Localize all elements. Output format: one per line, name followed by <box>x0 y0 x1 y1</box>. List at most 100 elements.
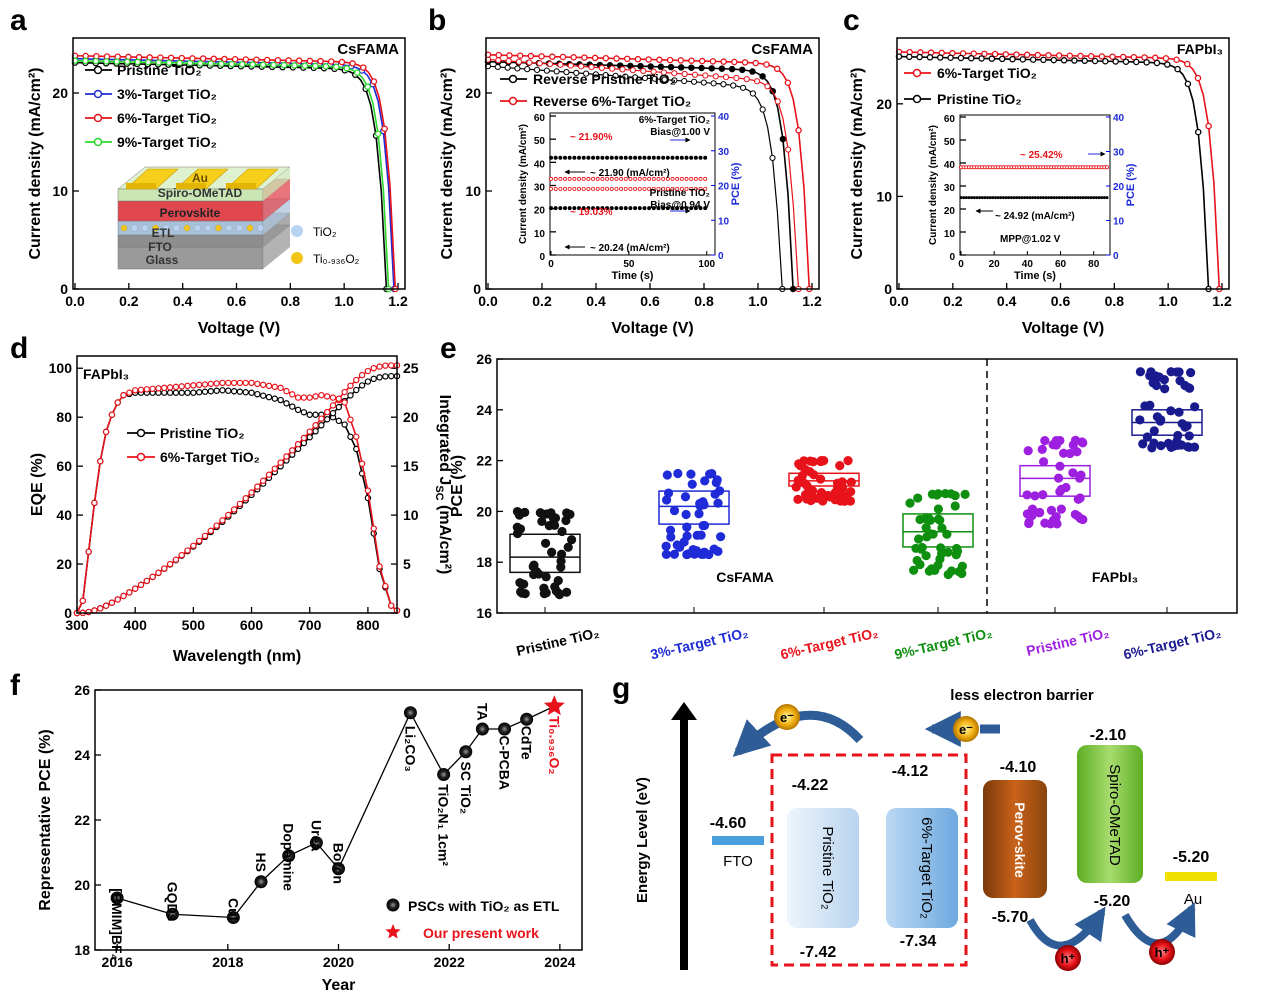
inset-point <box>633 155 638 160</box>
y2-tick-label: 30 <box>718 147 730 158</box>
inset-point <box>600 176 605 181</box>
data-point <box>1156 415 1166 425</box>
integrated-point <box>300 439 308 447</box>
data-point <box>570 54 577 61</box>
data-point <box>694 509 704 519</box>
inset-point <box>670 176 675 181</box>
inset-point <box>693 176 698 181</box>
integrated-point <box>318 415 325 422</box>
data-point <box>358 460 366 467</box>
level-value: -4.22 <box>792 777 829 794</box>
data-point <box>338 58 346 66</box>
data-point <box>1184 60 1191 68</box>
inset-point <box>1049 196 1053 200</box>
y-axis-label: PCE (%) <box>449 455 466 517</box>
nanoparticle <box>183 224 191 232</box>
data-point <box>327 58 335 65</box>
data-point <box>294 394 302 401</box>
data-point <box>1029 56 1037 63</box>
inset-point <box>591 186 596 191</box>
data-point <box>1051 512 1061 522</box>
data-point <box>322 63 330 70</box>
inset-point <box>1073 196 1077 200</box>
annotation: TA <box>474 703 490 721</box>
inset-point <box>661 155 666 160</box>
y2-tick-label: 40 <box>1113 113 1125 124</box>
legend-marker <box>508 96 518 106</box>
inset-point <box>980 196 984 200</box>
integrated-point <box>335 403 343 411</box>
panel-g: g Energy Level (eV) less electron barrier e… <box>612 672 1217 971</box>
data-point <box>207 380 215 388</box>
data-point <box>1190 402 1200 412</box>
data-point <box>1184 80 1192 88</box>
nanoparticle <box>204 224 212 232</box>
data-point <box>300 409 308 416</box>
inset-point <box>637 186 642 191</box>
inset-point <box>675 176 680 181</box>
x-tick-label: 1.2 <box>388 293 408 309</box>
data-point <box>226 911 240 924</box>
x-tick-label: 0.8 <box>1105 293 1125 309</box>
data-point <box>553 68 560 75</box>
x-tick-label: 0.8 <box>281 293 301 309</box>
data-point <box>144 59 152 66</box>
data-point <box>632 74 639 81</box>
inset-point <box>703 186 708 191</box>
x-tick-label: 0.4 <box>173 293 193 309</box>
inset-point <box>1031 196 1035 200</box>
integrated-point <box>358 371 366 379</box>
integrated-point <box>370 364 377 372</box>
inset-point <box>619 176 624 181</box>
inset-point <box>1070 196 1074 200</box>
data-point <box>230 379 238 387</box>
integrated-point <box>108 599 116 606</box>
data-point <box>531 566 542 577</box>
data-point <box>547 60 554 68</box>
integrated-point <box>382 362 389 369</box>
legend-marker <box>136 428 146 438</box>
data-point <box>749 90 756 97</box>
data-point <box>905 498 915 508</box>
data-point <box>543 67 550 74</box>
data-point <box>475 722 489 736</box>
au-electrode-face <box>226 183 256 189</box>
integrated-point <box>166 560 174 568</box>
data-point <box>533 66 541 74</box>
integrated-point <box>190 542 197 549</box>
inset-point <box>656 176 661 181</box>
data-point <box>381 125 388 132</box>
data-point <box>935 515 945 525</box>
barrier-label: less electron barrier <box>950 687 1094 704</box>
inset-point <box>628 155 633 160</box>
data-point <box>566 535 577 545</box>
inset-point <box>1025 196 1029 200</box>
highlight-box <box>770 753 968 967</box>
inset-point <box>586 176 591 181</box>
data-point <box>754 78 761 85</box>
data-point <box>265 393 273 401</box>
inset-point <box>698 155 703 160</box>
electron <box>953 716 979 742</box>
panel-d: d FAPbI₃ 300 400 500 600 700 800 0 20 40 60 80 100 0 5 1… <box>10 332 453 665</box>
x-tick-label: 0.4 <box>997 293 1017 309</box>
data-point <box>548 513 559 523</box>
data-point <box>715 486 725 496</box>
inset-point <box>693 186 698 191</box>
inset-point <box>633 176 638 181</box>
integrated-point <box>329 409 337 417</box>
x-tick-label: 40 <box>1022 259 1034 270</box>
data-point <box>249 61 256 68</box>
data-point <box>915 559 925 570</box>
y-tick-label: 0 <box>60 281 68 297</box>
data-point <box>784 79 792 87</box>
data-point <box>906 53 913 61</box>
inset-point <box>1078 196 1082 200</box>
data-point <box>940 489 951 499</box>
nanoparticle <box>225 224 233 232</box>
data-point <box>1091 57 1099 65</box>
data-point <box>1174 65 1181 73</box>
data-point <box>176 59 183 67</box>
data-point <box>271 395 279 402</box>
